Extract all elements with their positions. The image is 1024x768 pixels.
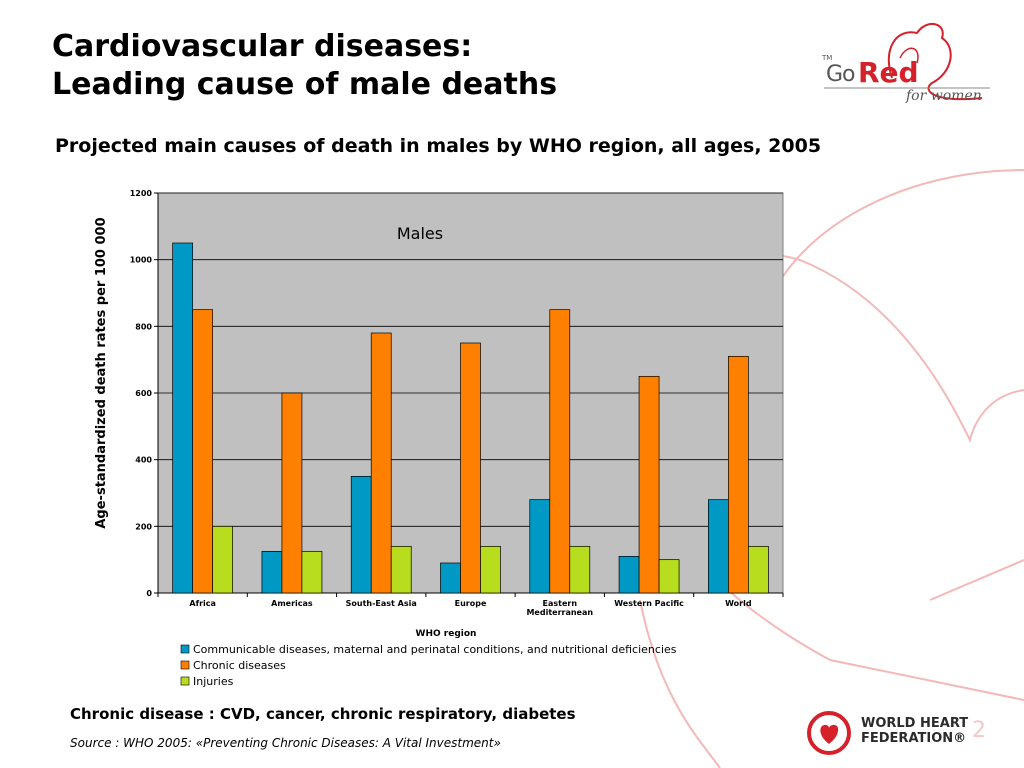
bar-chronic (460, 342, 481, 594)
slide-title-line-1: Cardiovascular diseases: (52, 29, 473, 64)
bar-injuries (212, 525, 233, 594)
go-red-logo-go: Go (826, 62, 855, 87)
x-tick-label: Mediterranean (526, 608, 593, 617)
x-tick-label: South-East Asia (346, 599, 417, 608)
chronic-disease-note: Chronic disease : CVD, cancer, chronic r… (70, 705, 576, 723)
bar-injuries (569, 545, 591, 594)
chart-title: Males (397, 224, 443, 243)
legend-swatch (180, 644, 190, 654)
bar-injuries (390, 545, 412, 594)
bar-injuries (748, 545, 769, 594)
x-tick-label: Eastern (543, 599, 578, 608)
bar-communicable (261, 550, 283, 594)
bar-communicable (350, 475, 372, 594)
world-heart-federation-icon (807, 711, 851, 755)
bar-chronic (370, 332, 392, 594)
bar-communicable (172, 242, 193, 594)
bar-chart-svg: 0 200 400 600 800 1000 1200 Africa Americas South… (94, 189, 784, 688)
slide-title-line-2: Leading cause of male deaths (52, 67, 558, 102)
bar-injuries (301, 550, 323, 594)
y-tick-label: 1000 (130, 256, 153, 265)
bar-chronic (549, 309, 571, 594)
whf-line-2: FEDERATION® (861, 731, 967, 746)
x-tick-label: World (725, 599, 752, 608)
y-tick-label: 0 (146, 589, 152, 598)
go-red-for-women-logo: TM Go Red for women (822, 18, 992, 118)
bar-injuries (480, 545, 501, 594)
y-tick-label: 1200 (130, 189, 153, 198)
bar-communicable (440, 562, 461, 594)
source-citation: Source : WHO 2005: «Preventing Chronic D… (70, 736, 501, 750)
y-tick-label: 800 (135, 322, 152, 331)
legend-label: Injuries (193, 675, 234, 688)
x-tick-label: Africa (189, 599, 216, 608)
y-tick-label: 400 (135, 456, 152, 465)
bar-chronic (638, 375, 660, 594)
go-red-trademark: TM (822, 54, 833, 62)
world-heart-federation-logo: WORLD HEART FEDERATION® (805, 708, 995, 758)
y-axis-label: Age-standardized death rates per 100 000 (94, 217, 109, 528)
bar-injuries (658, 559, 680, 594)
x-tick-label: Americas (271, 599, 313, 608)
death-rates-chart: 0 200 400 600 800 1000 1200 Africa Americas South… (85, 180, 805, 700)
legend-swatch (180, 676, 190, 686)
bar-communicable (618, 555, 640, 594)
chart-subtitle: Projected main causes of death in males … (55, 135, 822, 157)
y-tick-label: 600 (135, 389, 152, 398)
page-number: 2 (972, 718, 986, 743)
go-red-dress-icon (824, 23, 990, 101)
bar-chronic (281, 392, 303, 594)
go-red-logo-red: Red (858, 56, 919, 89)
bar-chronic (192, 309, 213, 594)
legend-label: Chronic diseases (193, 659, 286, 672)
legend-label: Communicable diseases, maternal and peri… (193, 643, 677, 656)
go-red-logo-tagline: for women (906, 88, 982, 104)
y-tick-label: 200 (135, 522, 152, 531)
bar-communicable (708, 499, 729, 594)
slide-title: Cardiovascular diseases: Leading cause o… (52, 28, 557, 104)
bar-communicable (529, 499, 551, 594)
bar-chronic (728, 355, 749, 594)
x-tick-label: Western Pacific (614, 599, 684, 608)
x-tick-label: Europe (455, 599, 487, 608)
x-axis-label: WHO region (416, 629, 477, 639)
legend-swatch (180, 660, 190, 670)
whf-line-1: WORLD HEART (861, 716, 969, 731)
